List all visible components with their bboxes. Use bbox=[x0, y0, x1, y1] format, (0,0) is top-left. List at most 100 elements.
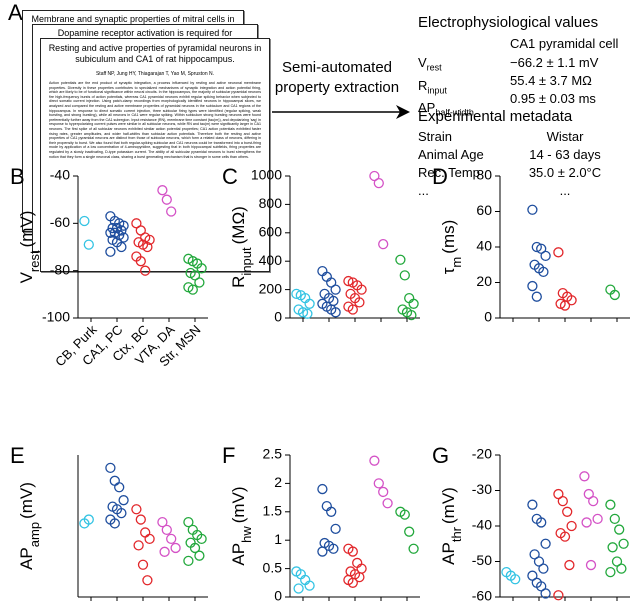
y-axis-label: Vrest (mV) bbox=[17, 211, 41, 284]
y-tick-label: -30 bbox=[472, 481, 492, 497]
y-label-sub: hw bbox=[239, 526, 254, 543]
data-point bbox=[157, 516, 168, 528]
values-labels: Vrest Rinput APhalf-width bbox=[418, 54, 474, 122]
value-text: 0.95 ± 0.03 ms bbox=[510, 91, 596, 106]
metadata-values: Wistar 14 - 63 days 35.0 ± 2.0°C ... bbox=[510, 128, 620, 200]
data-point bbox=[135, 256, 146, 267]
data-point bbox=[118, 495, 129, 506]
panel-label: E bbox=[10, 443, 25, 468]
label-sub: input bbox=[427, 85, 447, 96]
data-point bbox=[291, 288, 302, 300]
data-point bbox=[553, 590, 564, 601]
values-numbers: −66.2 ± 1.1 mV 55.4 ± 3.7 MΩ 0.95 ± 0.03… bbox=[510, 54, 598, 108]
y-label-sub: m bbox=[449, 257, 464, 268]
data-point bbox=[564, 559, 575, 571]
data-point bbox=[540, 250, 551, 262]
y-tick-label: 0.5 bbox=[263, 559, 283, 575]
y-label-unit: (mV) bbox=[17, 211, 36, 248]
data-point bbox=[373, 177, 384, 189]
arrow-label: Semi-automated property extraction bbox=[270, 58, 404, 98]
data-point bbox=[194, 550, 205, 561]
label-sub: half-width bbox=[435, 107, 474, 118]
y-label-sub: amp bbox=[27, 522, 42, 547]
data-point bbox=[540, 588, 551, 599]
data-point bbox=[347, 304, 358, 315]
arrow-head bbox=[396, 105, 410, 119]
panel-label: D bbox=[432, 164, 448, 189]
metadata-key: Rec. Temp bbox=[418, 165, 480, 180]
data-point bbox=[118, 220, 129, 231]
data-point bbox=[144, 533, 155, 545]
data-point bbox=[347, 546, 358, 557]
data-point bbox=[592, 513, 603, 525]
data-point bbox=[555, 298, 566, 309]
y-tick-label: 200 bbox=[259, 280, 283, 296]
y-label-sub: thr bbox=[449, 526, 464, 542]
arrow-label-line: property extraction bbox=[274, 79, 400, 96]
data-point bbox=[83, 514, 94, 525]
metadata-value: Wistar bbox=[546, 129, 584, 144]
y-axis-label: APhw (mV) bbox=[229, 486, 253, 565]
y-axis-label: Rinput (MΩ) bbox=[229, 206, 253, 288]
metadata-keys: Strain Animal Age Rec. Temp ... bbox=[418, 128, 484, 200]
y-label-unit: (ms) bbox=[439, 220, 458, 254]
data-point bbox=[330, 523, 341, 534]
data-point bbox=[105, 246, 116, 257]
data-point bbox=[189, 542, 201, 554]
y-tick-label: 60 bbox=[476, 202, 492, 218]
data-point bbox=[618, 538, 629, 549]
y-label-main: V bbox=[17, 271, 36, 283]
data-point bbox=[142, 241, 153, 253]
data-point bbox=[616, 563, 627, 574]
y-label-unit: (mV) bbox=[229, 486, 248, 523]
y-tick-label: 1 bbox=[274, 531, 282, 547]
data-point bbox=[369, 455, 380, 466]
data-point bbox=[166, 533, 177, 545]
y-tick-label: 0 bbox=[274, 309, 282, 325]
data-point bbox=[142, 575, 153, 586]
data-point bbox=[585, 559, 597, 571]
y-label-sub: input bbox=[239, 247, 254, 276]
y-tick-label: -80 bbox=[50, 261, 70, 277]
data-point bbox=[144, 234, 155, 246]
data-point bbox=[562, 506, 573, 517]
data-point bbox=[408, 298, 419, 309]
panel-label: C bbox=[222, 164, 238, 189]
metadata-title: Experimental metadata bbox=[418, 108, 573, 125]
y-tick-label: 80 bbox=[476, 167, 492, 183]
data-point bbox=[133, 540, 144, 551]
data-point bbox=[326, 506, 337, 517]
data-point bbox=[297, 307, 309, 318]
data-point bbox=[399, 270, 410, 281]
data-point bbox=[109, 475, 120, 486]
panel-label: B bbox=[10, 164, 25, 189]
y-label-sub: rest bbox=[27, 250, 42, 272]
data-point bbox=[399, 509, 410, 520]
data-point bbox=[406, 310, 417, 321]
data-point bbox=[609, 289, 620, 301]
data-point bbox=[187, 284, 198, 295]
metadata-value: ... bbox=[559, 183, 571, 198]
data-point bbox=[304, 298, 315, 309]
data-point bbox=[118, 232, 129, 243]
data-point bbox=[302, 308, 313, 319]
y-label-main: R bbox=[229, 276, 248, 288]
data-point bbox=[378, 486, 389, 498]
data-point bbox=[157, 185, 168, 196]
panel-label: A bbox=[8, 0, 23, 25]
y-label-main: AP bbox=[439, 542, 458, 565]
y-label-main: AP bbox=[229, 543, 248, 566]
y-tick-label: -60 bbox=[50, 214, 70, 230]
data-point bbox=[183, 555, 194, 567]
label-sub: rest bbox=[426, 62, 442, 73]
label-main: R bbox=[418, 77, 428, 93]
data-point bbox=[531, 241, 542, 253]
panel-label: G bbox=[432, 443, 449, 468]
y-tick-label: 600 bbox=[259, 224, 283, 240]
data-point bbox=[330, 284, 341, 295]
y-tick-label: -100 bbox=[42, 309, 70, 325]
data-point bbox=[317, 483, 328, 495]
data-point bbox=[566, 520, 577, 532]
